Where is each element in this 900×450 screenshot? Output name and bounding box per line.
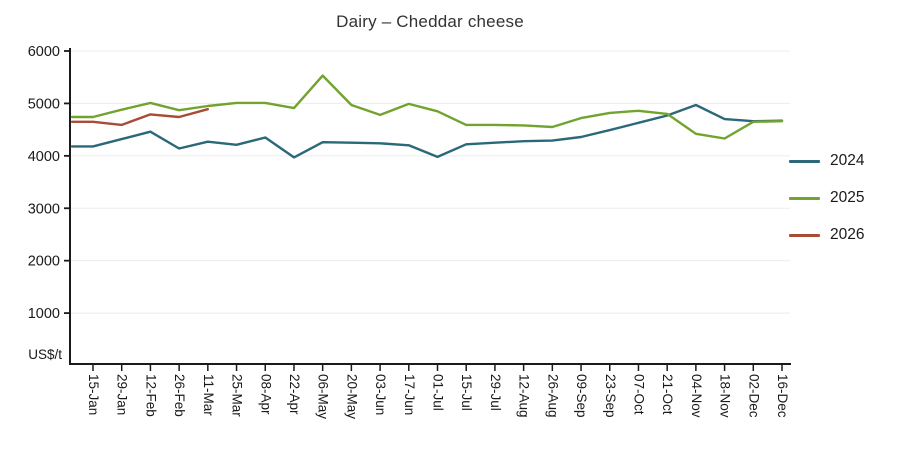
legend-swatch-2026 — [789, 233, 820, 237]
y-axis-unit-label: US$/t — [28, 347, 62, 362]
svg-text:4000: 4000 — [28, 149, 60, 165]
svg-text:20-May: 20-May — [344, 374, 359, 419]
axes — [69, 48, 791, 365]
legend-item-2026: 2026 — [789, 223, 864, 247]
svg-text:22-Apr: 22-Apr — [287, 374, 302, 415]
legend-item-2024: 2024 — [789, 149, 864, 173]
legend-item-2025: 2025 — [789, 186, 864, 210]
gridlines — [71, 50, 790, 314]
svg-text:26-Aug: 26-Aug — [545, 374, 560, 418]
svg-text:03-Jun: 03-Jun — [373, 374, 388, 415]
svg-text:12-Feb: 12-Feb — [143, 374, 158, 417]
svg-text:08-Apr: 08-Apr — [258, 374, 273, 415]
svg-text:1000: 1000 — [28, 306, 60, 322]
y-axis-tick-labels: 1000 2000 3000 4000 5000 6000 — [28, 44, 70, 322]
legend-swatch-2024 — [789, 159, 820, 163]
svg-text:17-Jun: 17-Jun — [402, 374, 417, 415]
svg-text:15-Jan: 15-Jan — [86, 374, 101, 415]
svg-text:6000: 6000 — [28, 44, 60, 60]
svg-text:07-Oct: 07-Oct — [631, 374, 646, 415]
svg-text:04-Nov: 04-Nov — [689, 374, 704, 418]
svg-text:25-Mar: 25-Mar — [230, 374, 245, 417]
svg-text:15-Jul: 15-Jul — [459, 374, 474, 411]
svg-text:29-Jul: 29-Jul — [488, 374, 503, 411]
x-axis-tick-labels: 15-Jan 29-Jan 12-Feb 26-Feb 11-Mar 25-Mar 08-A… — [86, 364, 790, 419]
legend: 2024 2025 2026 — [789, 149, 864, 247]
series-line-2026 — [70, 107, 210, 127]
svg-text:02-Dec: 02-Dec — [746, 374, 761, 418]
svg-text:01-Jul: 01-Jul — [431, 374, 446, 411]
svg-text:3000: 3000 — [28, 201, 60, 217]
svg-text:16-Dec: 16-Dec — [775, 374, 790, 418]
series-line-2024 — [70, 103, 784, 159]
legend-swatch-2025 — [789, 196, 820, 200]
svg-text:11-Mar: 11-Mar — [201, 374, 216, 416]
chart-title: Dairy – Cheddar cheese — [336, 12, 524, 31]
svg-text:5000: 5000 — [28, 96, 60, 112]
legend-label-2026: 2026 — [830, 226, 865, 243]
series-line-2025 — [70, 74, 784, 140]
legend-label-2025: 2025 — [830, 189, 865, 206]
svg-text:09-Sep: 09-Sep — [574, 374, 589, 418]
svg-text:26-Feb: 26-Feb — [172, 374, 187, 417]
svg-text:29-Jan: 29-Jan — [115, 374, 130, 415]
svg-text:2000: 2000 — [28, 254, 60, 270]
svg-text:21-Oct: 21-Oct — [660, 374, 675, 415]
svg-text:06-May: 06-May — [316, 374, 331, 419]
svg-text:23-Sep: 23-Sep — [603, 374, 618, 418]
svg-text:12-Aug: 12-Aug — [517, 374, 532, 418]
svg-text:18-Nov: 18-Nov — [718, 374, 733, 418]
legend-label-2024: 2024 — [830, 152, 865, 169]
